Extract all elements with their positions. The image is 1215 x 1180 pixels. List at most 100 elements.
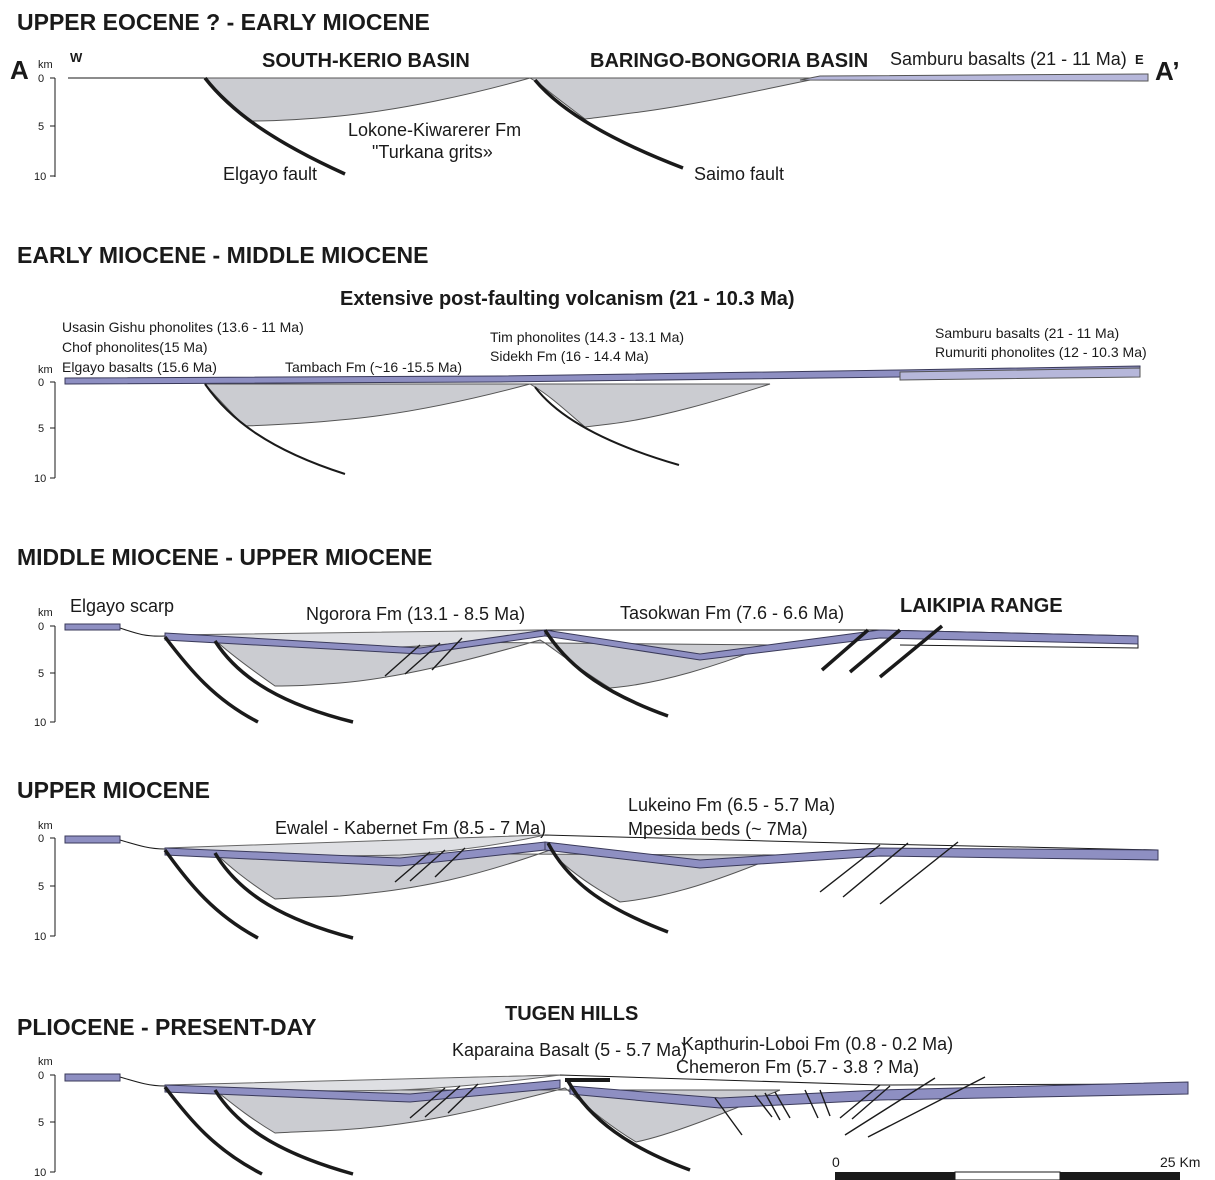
eastern-fault bbox=[534, 386, 680, 466]
panel-title: PLIOCENE - PRESENT-DAY bbox=[17, 1014, 316, 1040]
depth-axis-line bbox=[50, 625, 56, 723]
depth-unit: km bbox=[38, 607, 53, 619]
depth-axis: km 0 5 10 bbox=[34, 1056, 56, 1179]
panel-early-middle-miocene: EARLY MIOCENE - MIDDLE MIOCENE Extensive… bbox=[17, 242, 1147, 485]
depth-tick-label: 10 bbox=[34, 717, 46, 729]
panel-pliocene-present: PLIOCENE - PRESENT-DAY km 0 5 10 TUGEN H… bbox=[17, 1003, 1189, 1179]
sidekh-tambach-basin-fill bbox=[203, 383, 771, 428]
depth-tick-label: 5 bbox=[38, 881, 44, 893]
depth-tick-label: 10 bbox=[34, 931, 46, 943]
depth-unit: km bbox=[38, 364, 53, 376]
depth-axis-line bbox=[50, 77, 56, 177]
ngorora-label: Ngorora Fm (13.1 - 8.5 Ma) bbox=[306, 604, 525, 624]
depth-tick-label: 10 bbox=[34, 171, 46, 183]
usasin-gishu-label: Usasin Gishu phonolites (13.6 - 11 Ma) bbox=[62, 319, 304, 335]
eastern-faults bbox=[819, 841, 959, 905]
chof-phonolites-label: Chof phonolites(15 Ma) bbox=[62, 339, 208, 355]
lokone-label: Lokone-Kiwarerer Fm bbox=[348, 120, 521, 140]
elgayo-fault bbox=[203, 76, 346, 176]
scale-start-label: 0 bbox=[832, 1154, 840, 1170]
ewalel-kabernet-label: Ewalel - Kabernet Fm (8.5 - 7 Ma) bbox=[275, 818, 546, 838]
tim-phonolites-label: Tim phonolites (14.3 - 13.1 Ma) bbox=[490, 329, 684, 345]
depth-tick-label: 0 bbox=[38, 1070, 44, 1082]
section-start-label: A bbox=[10, 55, 29, 85]
volcanism-label: Extensive post-faulting volcanism (21 - … bbox=[340, 288, 795, 310]
lokone-basin-fill bbox=[203, 77, 821, 122]
samburu-basalt-layer bbox=[799, 73, 1149, 82]
laikipia-range-label: LAIKIPIA RANGE bbox=[900, 595, 1063, 617]
sidekh-label: Sidekh Fm (16 - 14.4 Ma) bbox=[490, 348, 649, 364]
ngorora-minor-faults bbox=[384, 637, 463, 677]
laikipia-faults bbox=[820, 624, 944, 679]
mpesida-label: Mpesida beds (~ 7Ma) bbox=[628, 819, 808, 839]
depth-unit: km bbox=[38, 59, 53, 71]
kapthurin-label: Kapthurin-Loboi Fm (0.8 - 0.2 Ma) bbox=[682, 1034, 953, 1054]
south-kerio-basin-label: SOUTH-KERIO BASIN bbox=[262, 50, 470, 72]
saimo-fault bbox=[543, 629, 669, 718]
depth-axis-line bbox=[50, 381, 56, 479]
depth-tick-label: 5 bbox=[38, 668, 44, 680]
panel-title: EARLY MIOCENE - MIDDLE MIOCENE bbox=[17, 242, 428, 268]
depth-axis-line bbox=[50, 837, 56, 937]
panel-middle-upper-miocene: MIDDLE MIOCENE - UPPER MIOCENE km 0 5 10… bbox=[17, 544, 1139, 729]
baringo-bongoria-basin-label: BARINGO-BONGORIA BASIN bbox=[590, 50, 868, 72]
tambach-label: Tambach Fm (~16 -15.5 Ma) bbox=[285, 359, 462, 375]
saimo-fault bbox=[546, 842, 669, 934]
depth-axis-line bbox=[50, 1074, 56, 1173]
scarp-cap bbox=[64, 835, 121, 844]
east-label: E bbox=[1135, 52, 1144, 67]
scale-bar: 0 25 Km bbox=[832, 1154, 1200, 1180]
elgayo-fault-label: Elgayo fault bbox=[223, 164, 317, 184]
lukeino-volcanic-layer bbox=[544, 841, 1159, 869]
ewalel-minor-faults bbox=[394, 847, 466, 883]
depth-tick-label: 0 bbox=[38, 73, 44, 85]
panel-upper-miocene: UPPER MIOCENE km 0 5 10 Ewalel - Kaberne… bbox=[17, 777, 1159, 943]
tasokwan-volcanic-layer bbox=[544, 629, 1139, 661]
western-fault bbox=[204, 383, 346, 475]
depth-tick-label: 5 bbox=[38, 1117, 44, 1129]
kerio-fault bbox=[213, 640, 354, 724]
turkana-grits-label: "Turkana grits» bbox=[372, 142, 493, 162]
depth-axis: km 0 5 10 bbox=[34, 607, 56, 729]
depth-tick-label: 10 bbox=[34, 1167, 46, 1179]
western-minor-faults bbox=[409, 1083, 479, 1119]
samburu-rumuriti-layer bbox=[899, 367, 1141, 381]
saimo-fault bbox=[566, 1080, 691, 1172]
panel-title: UPPER MIOCENE bbox=[17, 777, 210, 803]
eastern-faults bbox=[839, 1076, 986, 1138]
depth-axis: km 0 5 10 bbox=[34, 59, 56, 183]
west-label: W bbox=[70, 50, 83, 65]
saimo-fault-label: Saimo fault bbox=[694, 164, 784, 184]
scale-end-label: 25 Km bbox=[1160, 1154, 1200, 1170]
scarp-cap bbox=[64, 1073, 121, 1082]
depth-axis: km 0 5 10 bbox=[34, 820, 56, 943]
depth-tick-label: 5 bbox=[38, 121, 44, 133]
elgayo-fault bbox=[163, 848, 259, 940]
kaparaina-label: Kaparaina Basalt (5 - 5.7 Ma) bbox=[452, 1040, 687, 1060]
kerio-fault bbox=[213, 852, 354, 940]
western-volcanic-layer bbox=[164, 1079, 561, 1103]
scale-segment-dark bbox=[835, 1172, 955, 1180]
panel-title: MIDDLE MIOCENE - UPPER MIOCENE bbox=[17, 544, 432, 570]
lukeino-label: Lukeino Fm (6.5 - 5.7 Ma) bbox=[628, 795, 835, 815]
depth-unit: km bbox=[38, 1056, 53, 1068]
rumuriti-label: Rumuriti phonolites (12 - 10.3 Ma) bbox=[935, 344, 1147, 360]
depth-axis: km 0 5 10 bbox=[34, 364, 56, 485]
depth-tick-label: 5 bbox=[38, 423, 44, 435]
elgayo-scarp-label: Elgayo scarp bbox=[70, 596, 174, 616]
samburu-basalts-label: Samburu basalts (21 - 11 Ma) bbox=[890, 49, 1127, 69]
elgayo-basalts-label: Elgayo basalts (15.6 Ma) bbox=[62, 359, 217, 375]
depth-tick-label: 0 bbox=[38, 377, 44, 389]
depth-unit: km bbox=[38, 820, 53, 832]
elgayo-fault bbox=[163, 635, 259, 724]
elgayo-scarp-cap bbox=[64, 623, 121, 631]
scale-segment-light bbox=[954, 1171, 1061, 1180]
panel-title: UPPER EOCENE ? - EARLY MIOCENE bbox=[17, 9, 430, 35]
depth-tick-label: 0 bbox=[38, 833, 44, 845]
saimo-fault bbox=[533, 78, 684, 170]
chemeron-label: Chemeron Fm (5.7 - 3.8 ? Ma) bbox=[676, 1057, 919, 1077]
samburu-basalts-label: Samburu basalts (21 - 11 Ma) bbox=[935, 325, 1119, 341]
elgayo-fault bbox=[163, 1085, 263, 1176]
tasokwan-label: Tasokwan Fm (7.6 - 6.6 Ma) bbox=[620, 603, 844, 623]
